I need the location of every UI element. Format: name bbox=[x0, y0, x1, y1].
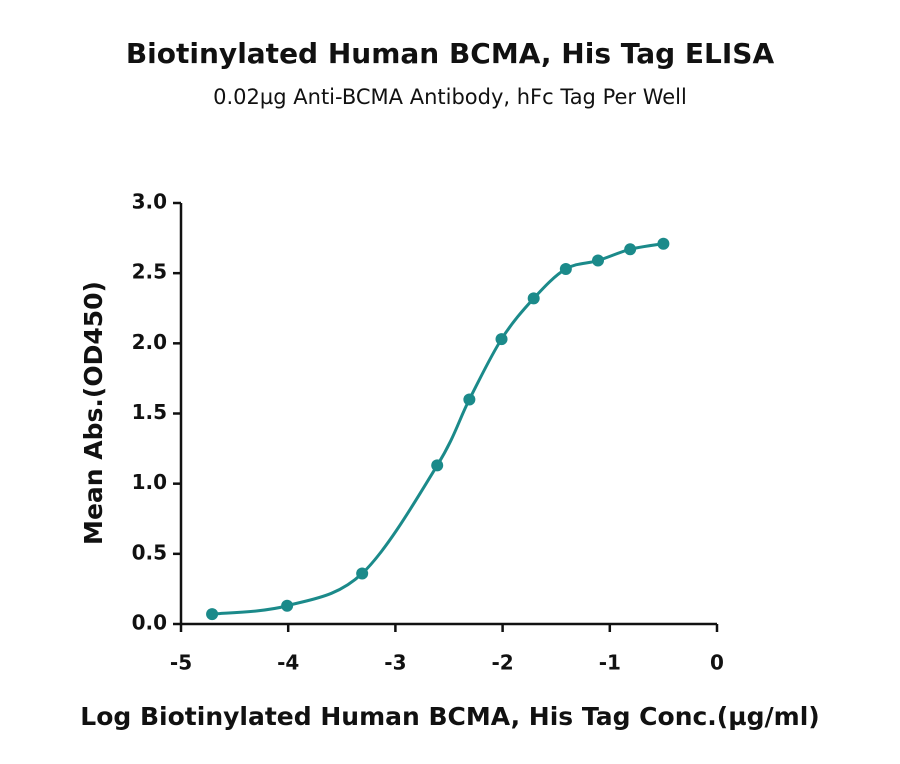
data-point bbox=[356, 567, 369, 580]
data-point bbox=[281, 599, 294, 612]
y-tick-label: 0.0 bbox=[132, 611, 167, 635]
x-tick-label: -3 bbox=[384, 651, 406, 675]
x-tick-label: -4 bbox=[277, 651, 299, 675]
y-tick-label: 1.5 bbox=[132, 400, 167, 424]
fit-curve bbox=[211, 242, 664, 616]
data-point bbox=[559, 262, 572, 275]
x-tick-label: 0 bbox=[710, 651, 724, 675]
data-point bbox=[463, 393, 476, 406]
data-point bbox=[431, 459, 444, 472]
x-tick-label: -2 bbox=[491, 651, 513, 675]
y-tick-label: 0.5 bbox=[132, 540, 167, 564]
x-tick-label: -1 bbox=[599, 651, 621, 675]
data-point bbox=[624, 243, 637, 256]
data-point bbox=[206, 608, 219, 621]
data-point bbox=[592, 254, 605, 267]
y-tick-label: 2.5 bbox=[132, 260, 167, 284]
data-point bbox=[527, 292, 540, 305]
y-tick-label: 2.0 bbox=[132, 330, 167, 354]
x-axis-label: Log Biotinylated Human BCMA, His Tag Con… bbox=[80, 702, 819, 731]
y-tick-label: 1.0 bbox=[132, 470, 167, 494]
y-axis-label: Mean Abs.(OD450) bbox=[79, 281, 108, 545]
data-point bbox=[495, 333, 508, 346]
y-tick-label: 3.0 bbox=[132, 190, 167, 214]
chart-title: Biotinylated Human BCMA, His Tag ELISA bbox=[126, 37, 775, 70]
x-tick-label: -5 bbox=[170, 651, 192, 675]
chart-subtitle: 0.02µg Anti-BCMA Antibody, hFc Tag Per W… bbox=[213, 85, 687, 109]
data-point bbox=[657, 237, 670, 250]
